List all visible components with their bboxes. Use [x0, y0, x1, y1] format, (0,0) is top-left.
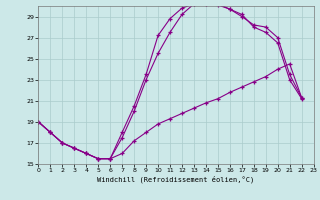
X-axis label: Windchill (Refroidissement éolien,°C): Windchill (Refroidissement éolien,°C): [97, 176, 255, 183]
